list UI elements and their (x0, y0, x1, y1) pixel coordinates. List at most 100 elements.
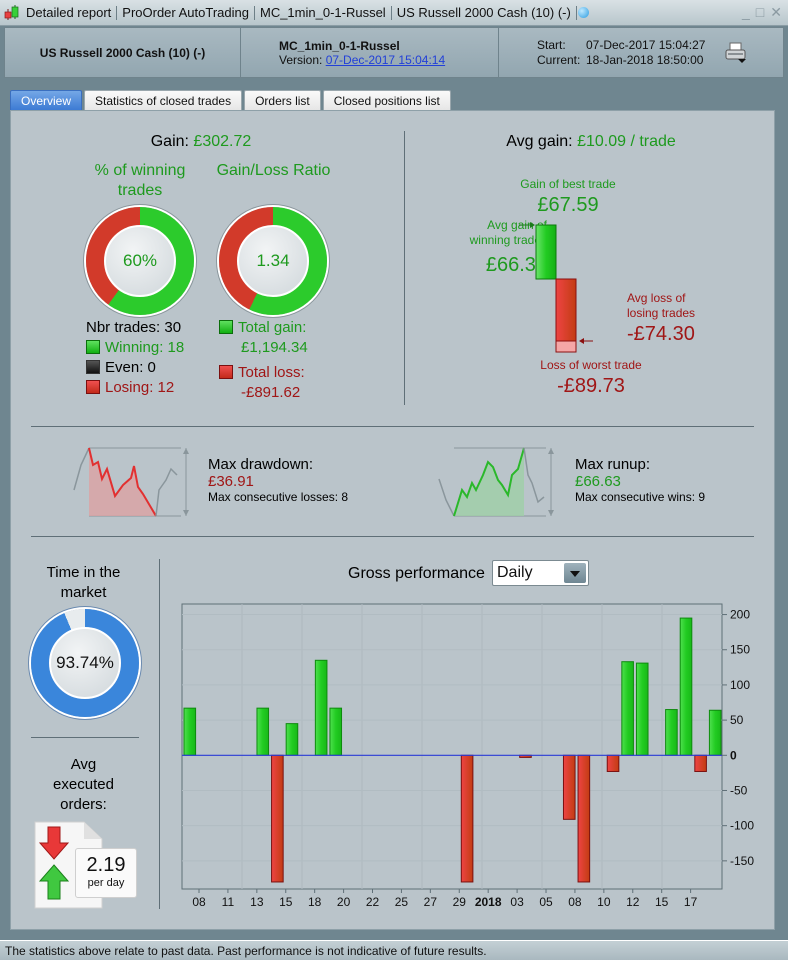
drawdown-sparkline (73, 447, 189, 517)
time-in-market-title-line2: market (60, 584, 107, 601)
chart-bar-negative (460, 754, 474, 883)
chart-x-tick-label: 08 (568, 895, 582, 909)
chart-x-tick-label: 08 (192, 895, 206, 909)
time-in-market-title-line1: Time in the (46, 564, 121, 581)
avg-win-label-line2: winning trades (469, 233, 547, 247)
disclaimer-text: The statistics above relate to past data… (5, 944, 487, 958)
close-icon[interactable]: ✕ (770, 4, 782, 20)
chart-y-tick-label: 100 (730, 678, 750, 692)
current-label: Current: (537, 52, 581, 67)
gross-performance-label: Gross performance (348, 565, 485, 582)
info-bubble-icon[interactable] (577, 7, 589, 18)
time-in-market-value: 93.74% (49, 627, 121, 699)
candlestick-app-icon (4, 4, 19, 20)
version-label: Version: (279, 52, 323, 67)
chart-y-tick-label: -100 (730, 819, 754, 833)
chart-bar-positive (635, 662, 649, 756)
chart-x-tick-label: 25 (395, 895, 409, 909)
avg-loss-arrowhead (579, 338, 584, 344)
start-value: 07-Dec-2017 15:04:27 (586, 37, 706, 52)
winning-count: Winning: 18 (105, 339, 185, 356)
window-titlebar: Detailed report ProOrder AutoTrading MC_… (0, 0, 788, 26)
nbr-trades: Nbr trades: 30 (86, 319, 182, 336)
chart-x-tick-label: 10 (597, 895, 611, 909)
chart-bar-positive (621, 661, 634, 756)
version-link[interactable]: 07-Dec-2017 15:04:14 (325, 52, 446, 67)
drawdown-label: Max drawdown: (208, 456, 314, 473)
report-header: US Russell 2000 Cash (10) (-) MC_1min_0-… (4, 27, 784, 78)
runup-label: Max runup: (575, 456, 651, 473)
period-select-value: Daily (497, 564, 533, 581)
maximize-icon[interactable]: □ (755, 4, 765, 20)
strategy-name: MC_1min_0-1-Russel (279, 38, 400, 53)
printer-icon[interactable] (725, 42, 747, 64)
total-gain-swatch (219, 320, 233, 334)
avg-gain-loss-diagram (519, 222, 593, 353)
chart-x-tick-label: 05 (539, 895, 553, 909)
total-loss-label: Total loss: (238, 364, 305, 381)
chart-x-tick-label: 03 (510, 895, 524, 909)
section-divider-2 (31, 536, 754, 537)
chart-y-tick-label: -150 (730, 854, 754, 868)
chart-x-tick-label: 2018 (475, 895, 502, 909)
chart-x-tick-label: 15 (279, 895, 293, 909)
chart-x-tick-label: 11 (222, 895, 235, 909)
even-legend-swatch (86, 360, 100, 374)
drawdown-info: Max drawdown: £36.91 Max consecutive los… (208, 456, 348, 504)
runup-info: Max runup: £66.63 Max consecutive wins: … (575, 456, 705, 504)
avg-loss-value: -£74.30 (627, 323, 695, 345)
best-trade-value: £67.59 (537, 194, 599, 216)
tab-orders-list[interactable]: Orders list (244, 90, 321, 110)
gain-label: Gain: (150, 133, 189, 150)
losing-count: Losing: 12 (105, 379, 175, 396)
header-instrument-cell: US Russell 2000 Cash (10) (-) (5, 28, 241, 77)
chart-bar-positive (314, 659, 328, 756)
tab-overview[interactable]: Overview (10, 90, 83, 110)
title-strategy: MC_1min_0-1-Russel (255, 5, 392, 20)
worst-trade-value: -£89.73 (557, 375, 625, 397)
tab-closed-positions-list[interactable]: Closed positions list (322, 90, 451, 110)
chart-x-tick-label: 27 (424, 895, 438, 909)
gain-loss-totals: Total gain: £1,194.34 Total loss: -£891.… (219, 318, 308, 403)
chart-x-tick-label: 15 (655, 895, 669, 909)
avg-loss-label-line1: Avg loss of (627, 291, 686, 305)
period-select[interactable]: Daily (492, 560, 589, 586)
worst-trade-label: Loss of worst trade (540, 358, 642, 372)
chevron-down-icon[interactable] (564, 563, 586, 583)
runup-value: £66.63 (575, 473, 621, 490)
avg-orders-title-line2: executed (53, 776, 114, 793)
avg-gain-heading: Avg gain: £10.09 / trade (411, 133, 771, 151)
total-loss-swatch (219, 365, 233, 379)
chart-x-tick-label: 13 (250, 895, 264, 909)
worst-loss-bar (555, 340, 577, 353)
max-consecutive-wins: Max consecutive wins: 9 (575, 490, 706, 504)
buy-arrow-icon (38, 864, 70, 900)
trade-counts: Nbr trades: 30 Winning: 18 Even: 0 Losin… (86, 318, 184, 398)
avg-orders-title-line1: Avg (70, 756, 97, 773)
avg-win-arrowhead (530, 222, 535, 228)
avg-win-value: £66.35 (485, 254, 547, 276)
left-column-divider (31, 737, 139, 738)
avg-orders-title-line3: orders: (60, 796, 107, 813)
chart-y-tick-label: 50 (730, 713, 744, 727)
gl-ratio-value: 1.34 (237, 225, 309, 297)
winning-pct-title: % of winning trades (94, 162, 186, 199)
avg-orders-box: 2.19 per day (75, 848, 137, 898)
avg-win-label-line1: Avg gain of (487, 218, 547, 232)
chart-bar-positive (329, 707, 343, 756)
chart-bar-negative (606, 754, 620, 772)
losing-legend-swatch (86, 380, 100, 394)
runup-sparkline (438, 447, 554, 517)
avg-win-label: Avg gain of winning trades (451, 218, 547, 248)
chart-bar-positive (183, 707, 197, 756)
avg-orders-unit: per day (87, 877, 125, 889)
gl-ratio-title: Gain/Loss Ratio (216, 162, 331, 179)
total-gain-value: £1,194.34 (241, 339, 308, 356)
minimize-icon[interactable]: _ (742, 4, 750, 20)
gain-value: £302.72 (193, 133, 252, 150)
tab-statistics-closed-trades[interactable]: Statistics of closed trades (84, 90, 243, 110)
winning-pct-value: 60% (104, 225, 176, 297)
chart-bar-negative (577, 754, 591, 883)
header-strategy-cell: MC_1min_0-1-Russel Version: 07-Dec-2017 … (241, 28, 499, 77)
total-gain-label: Total gain: (238, 319, 307, 336)
